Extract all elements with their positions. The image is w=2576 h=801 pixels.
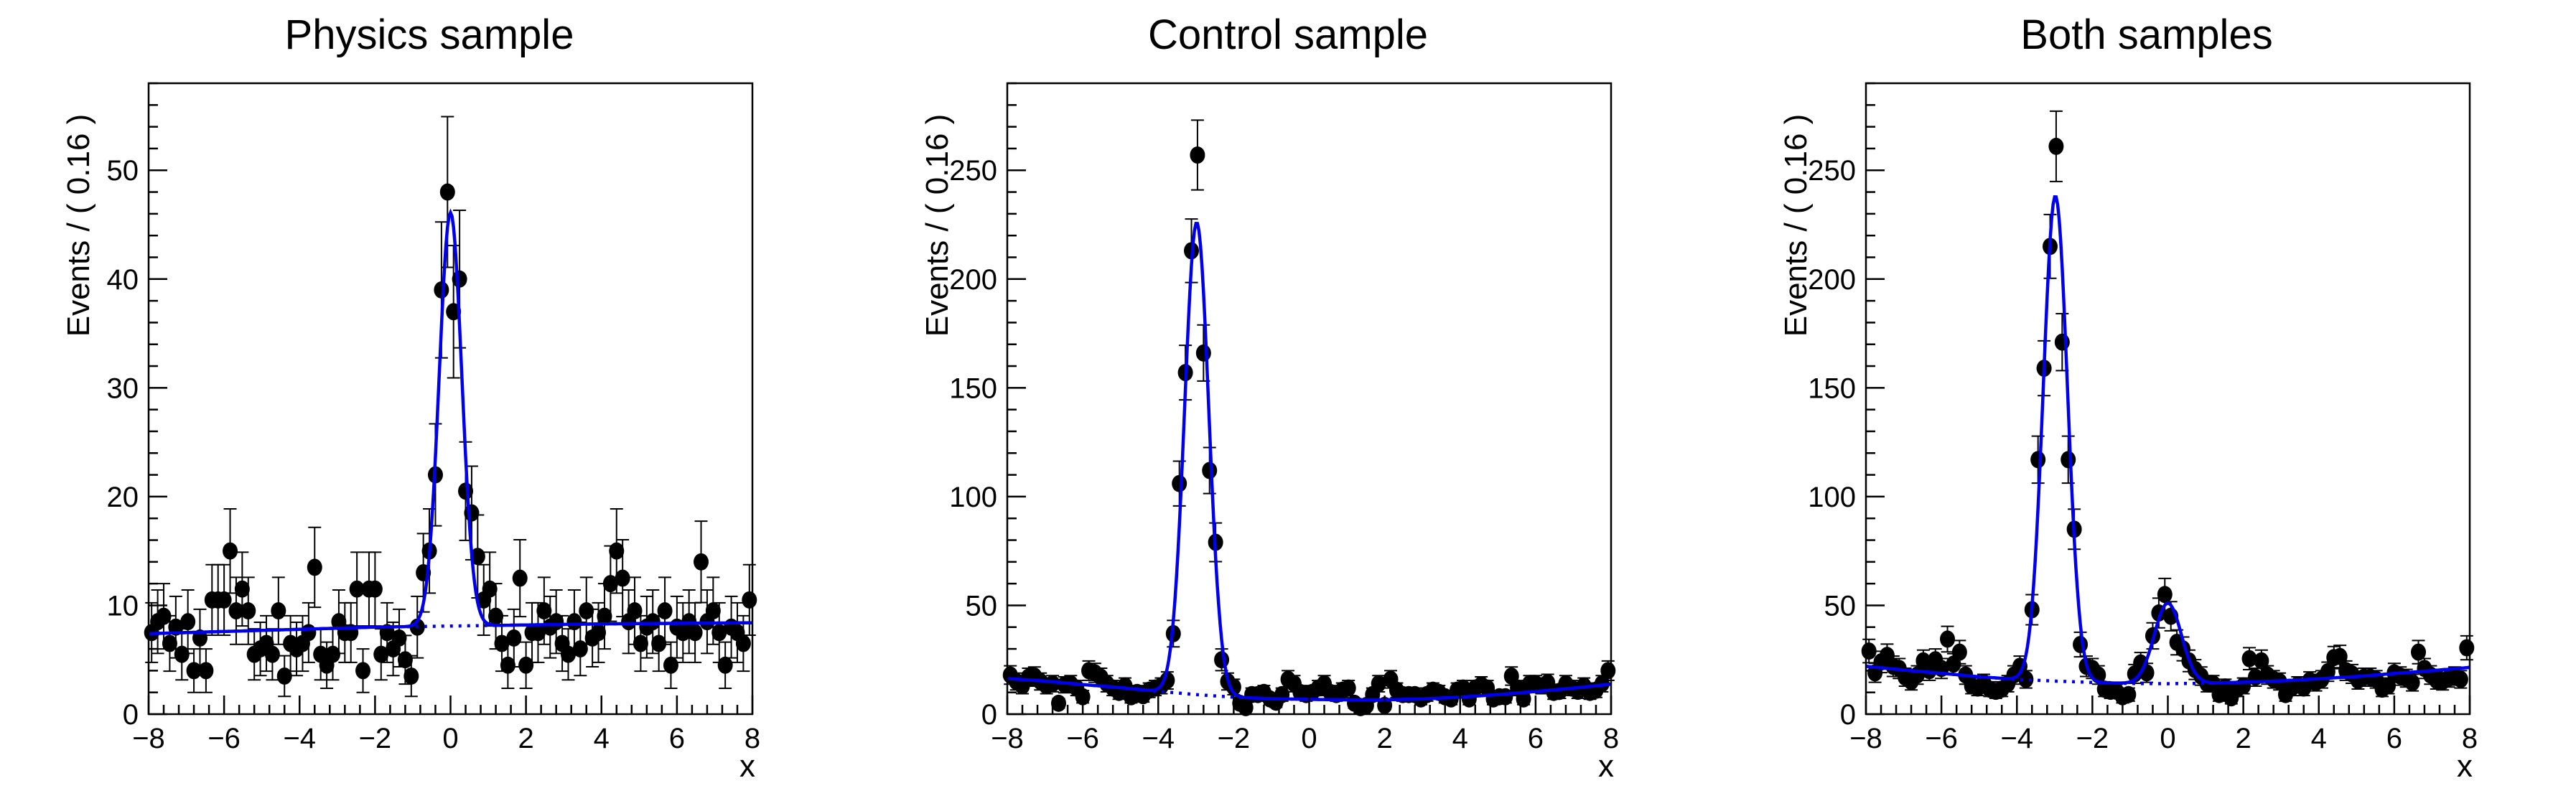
svg-text:20: 20 [107,482,139,513]
svg-text:2: 2 [1377,723,1393,754]
svg-text:−8: −8 [1849,723,1882,754]
fit-background-curve-dotted [1866,665,2470,685]
svg-text:−4: −4 [283,723,316,754]
svg-text:150: 150 [1808,373,1856,404]
plot-title: Both samples [2020,11,2272,58]
x-axis-title: x [739,749,755,784]
both-samples-plot: Both samples Events / ( 0.16 ) x −8 −6 −4−… [1717,0,2576,801]
svg-text:100: 100 [949,482,997,513]
svg-text:2: 2 [2236,723,2251,754]
svg-text:−6: −6 [1925,723,1958,754]
svg-text:8: 8 [2462,723,2478,754]
svg-text:−6: −6 [1066,723,1099,754]
data-points [1002,119,1616,716]
svg-text:4: 4 [2311,723,2327,754]
svg-text:−2: −2 [359,723,392,754]
svg-text:4: 4 [594,723,610,754]
both-samples-svg: Both samples Events / ( 0.16 ) x −8 −6 −4−… [1778,11,2478,784]
x-axis-title: x [2457,749,2473,784]
svg-text:150: 150 [949,373,997,404]
svg-text:6: 6 [1528,723,1544,754]
svg-text:0: 0 [981,699,997,731]
svg-text:−2: −2 [1218,723,1251,754]
svg-text:250: 250 [949,155,997,187]
fit-total-curve [1007,221,1611,702]
svg-text:8: 8 [1603,723,1619,754]
svg-text:−6: −6 [207,723,241,754]
svg-text:40: 40 [107,264,139,296]
svg-text:2: 2 [518,723,534,754]
plot-title: Physics sample [285,11,574,58]
axes [1865,82,2471,716]
axes [147,82,754,716]
svg-text:250: 250 [1808,155,1856,187]
tick-labels: −8 −6 −4 −2 0 2 4 6 8 0 50 100 150 200 250 [949,155,1619,754]
data-points [1861,110,2475,707]
svg-text:10: 10 [107,590,139,622]
control-sample-svg: Control sample Events / ( 0.16 ) x −8 −6−… [920,11,1619,784]
y-axis-title: Events / ( 0.16 ) [1778,114,1814,337]
svg-text:4: 4 [1452,723,1468,754]
svg-text:200: 200 [949,264,997,296]
plot-area: −8 −6 −4 −2 0 2 4 6 8 0 50 100 150 200 250 [1808,82,2478,754]
svg-text:50: 50 [1824,590,1857,622]
svg-text:−4: −4 [1142,723,1175,754]
svg-text:50: 50 [966,590,998,622]
y-axis-title: Events / ( 0.16 ) [920,114,955,337]
svg-text:6: 6 [2386,723,2402,754]
svg-text:0: 0 [123,699,139,731]
y-axis-title: Events / ( 0.16 ) [61,114,96,337]
data-points [144,116,757,698]
x-axis-title: x [1598,749,1614,784]
svg-text:−4: −4 [2000,723,2033,754]
svg-text:0: 0 [1301,723,1317,754]
fit-background-curve-dotted [149,621,752,636]
axes [1006,82,1613,716]
physics-sample-plot: Physics sample Events / ( 0.16 ) x −8 −6−… [0,0,859,801]
svg-text:−2: −2 [2076,723,2109,754]
tick-labels: −8 −6 −4 −2 0 2 4 6 8 0 50 100 150 200 250 [1808,155,2478,754]
svg-text:0: 0 [2160,723,2175,754]
control-sample-plot: Control sample Events / ( 0.16 ) x −8 −6−… [859,0,1717,801]
svg-text:30: 30 [107,373,139,404]
svg-text:100: 100 [1808,482,1856,513]
svg-text:6: 6 [669,723,685,754]
physics-sample-svg: Physics sample Events / ( 0.16 ) x −8 −6−… [61,11,761,784]
svg-text:−8: −8 [132,723,165,754]
tick-labels: −8 −6 −4 −2 0 2 4 6 8 0 10 20 30 40 50 [107,155,761,754]
svg-text:8: 8 [745,723,760,754]
svg-text:−8: −8 [991,723,1024,754]
fit-total-curve [1866,195,2470,685]
plot-title: Control sample [1148,11,1428,58]
svg-text:50: 50 [107,155,139,187]
svg-text:200: 200 [1808,264,1856,296]
svg-text:0: 0 [442,723,458,754]
plot-area: −8 −6 −4 −2 0 2 4 6 8 0 50 100 150 200 250 [949,82,1619,754]
fit-total-curve [149,208,752,636]
svg-text:0: 0 [1840,699,1856,731]
plot-area: −8 −6 −4 −2 0 2 4 6 8 0 10 20 30 40 50 [107,82,761,754]
